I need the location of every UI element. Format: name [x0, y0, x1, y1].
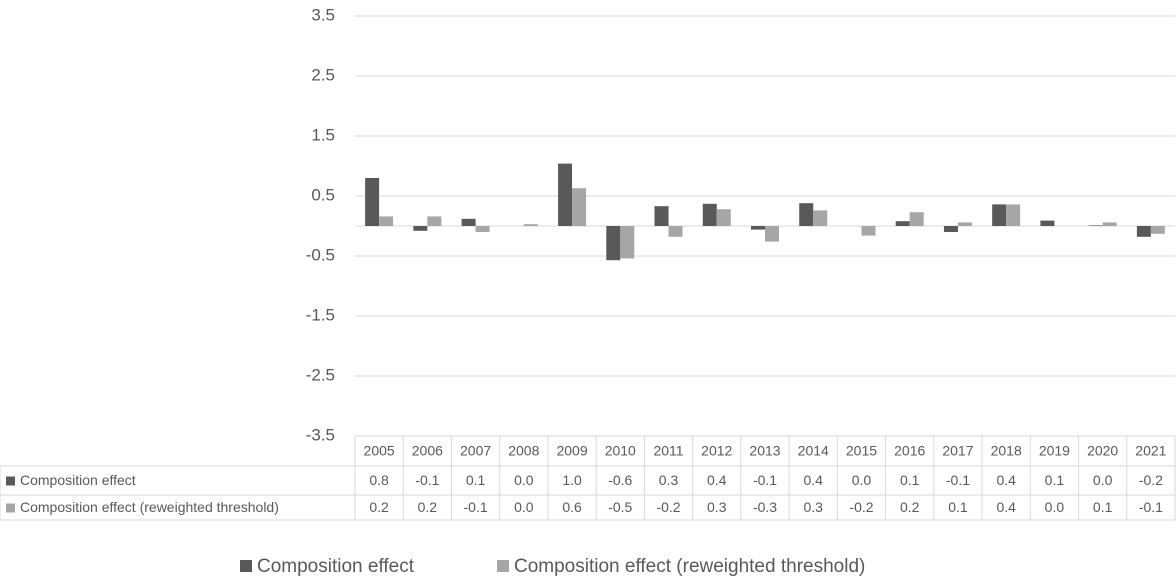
legend-label: Composition effect	[257, 556, 415, 577]
table-cell: -0.1	[1139, 499, 1163, 515]
table-cell: 0.0	[514, 499, 534, 515]
table-row-label: Composition effect	[20, 472, 136, 488]
table-cell: 0.2	[900, 499, 920, 515]
bar	[427, 216, 442, 226]
x-tick-label: 2019	[1039, 443, 1070, 459]
x-tick-label: 2006	[412, 443, 443, 459]
bar	[702, 203, 717, 226]
table-cell: -0.6	[608, 472, 632, 488]
table-cell: -0.1	[464, 499, 488, 515]
bar	[1088, 225, 1103, 226]
x-tick-label: 2018	[991, 443, 1022, 459]
y-tick-label: -0.5	[306, 245, 335, 264]
bar	[1040, 220, 1055, 226]
table-cell: 0.6	[562, 499, 582, 515]
table-cell: 0.4	[707, 472, 727, 488]
y-tick-label: 1.5	[311, 125, 335, 144]
bar	[895, 221, 910, 226]
bar	[654, 206, 669, 226]
y-tick-label: -1.5	[306, 305, 335, 324]
table-cell: -0.2	[656, 499, 680, 515]
table-cell: 1.0	[562, 472, 582, 488]
bar	[943, 226, 958, 232]
x-tick-label: 2015	[846, 443, 877, 459]
x-tick-label: 2017	[942, 443, 973, 459]
bar	[558, 163, 573, 226]
table-cell: 0.3	[707, 499, 727, 515]
table-cell: 0.0	[514, 472, 534, 488]
table-legend-key	[6, 503, 15, 513]
table-cell: 0.3	[659, 472, 679, 488]
x-tick-label: 2021	[1135, 443, 1166, 459]
bar	[620, 226, 635, 259]
x-tick-label: 2011	[653, 443, 683, 459]
bar	[957, 222, 972, 226]
y-tick-label: 3.5	[311, 5, 335, 24]
x-tick-label: 2013	[749, 443, 780, 459]
table-cell: 0.8	[369, 472, 389, 488]
table-cell: 0.1	[948, 499, 968, 515]
table-cell: 0.4	[996, 499, 1016, 515]
x-tick-label: 2008	[508, 443, 539, 459]
y-tick-label: -3.5	[306, 425, 335, 444]
bar	[523, 224, 538, 226]
table-cell: 0.3	[804, 499, 824, 515]
x-tick-label: 2020	[1087, 443, 1118, 459]
table-cell: -0.1	[753, 472, 777, 488]
bar	[1136, 226, 1151, 237]
x-tick-label: 2005	[364, 443, 395, 459]
bar	[765, 226, 779, 242]
table-legend-key	[6, 476, 15, 486]
table-cell: -0.1	[946, 472, 970, 488]
bar	[606, 226, 621, 261]
x-tick-label: 2007	[460, 443, 491, 459]
bar	[365, 178, 380, 226]
bar	[909, 212, 924, 226]
table-cell: -0.1	[415, 472, 439, 488]
table-cell: 0.1	[900, 472, 920, 488]
legend-key	[240, 560, 252, 572]
table-cell: -0.2	[1139, 472, 1163, 488]
legend-key	[497, 560, 509, 572]
table-cell: 0.2	[418, 499, 438, 515]
table-cell: 0.1	[1093, 499, 1113, 515]
y-tick-label: 0.5	[311, 185, 335, 204]
bar	[1150, 226, 1165, 234]
bar	[751, 226, 765, 230]
bar	[572, 188, 587, 226]
table-cell: 0.4	[804, 472, 824, 488]
table-cell: 0.1	[466, 472, 486, 488]
bar	[668, 226, 683, 237]
table-cell: -0.3	[753, 499, 777, 515]
table-cell: 0.0	[1045, 499, 1065, 515]
bar	[1006, 204, 1021, 226]
table-cell: 0.0	[852, 472, 872, 488]
x-tick-label: 2009	[556, 443, 587, 459]
x-tick-label: 2012	[701, 443, 732, 459]
bar	[992, 204, 1007, 226]
y-tick-label: -2.5	[306, 365, 335, 384]
table-cell: 0.2	[369, 499, 389, 515]
bar	[861, 226, 876, 236]
bar	[813, 210, 828, 226]
table-cell: -0.5	[608, 499, 632, 515]
bar	[716, 209, 731, 226]
legend-label: Composition effect (reweighted threshold…	[514, 556, 865, 577]
table-cell: 0.0	[1093, 472, 1113, 488]
bar	[799, 203, 814, 226]
table-cell: -0.2	[849, 499, 873, 515]
bar	[413, 226, 428, 231]
bar	[379, 216, 394, 226]
bar	[1102, 222, 1117, 226]
bar	[475, 226, 490, 232]
table-row-label: Composition effect (reweighted threshold…	[20, 499, 279, 515]
bar	[461, 218, 476, 226]
x-tick-label: 2010	[605, 443, 636, 459]
table-cell: 0.4	[996, 472, 1016, 488]
table-cell: 0.1	[1045, 472, 1065, 488]
y-tick-label: 2.5	[311, 65, 335, 84]
x-tick-label: 2014	[798, 443, 829, 459]
x-tick-label: 2016	[894, 443, 925, 459]
